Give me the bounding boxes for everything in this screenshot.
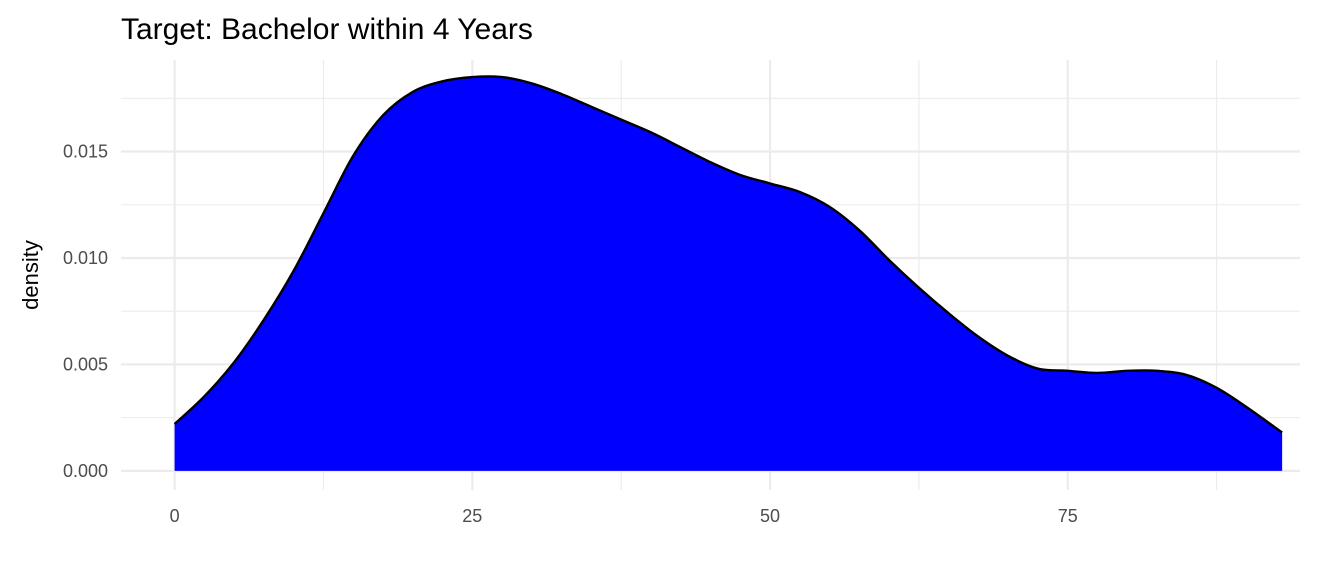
- x-tick-label: 75: [1058, 506, 1078, 526]
- x-axis-tick-labels: 0 25 50 75: [170, 506, 1078, 526]
- density-area: [174, 76, 1283, 471]
- x-tick-label: 50: [760, 506, 780, 526]
- y-tick-label: 0.005: [63, 354, 108, 374]
- x-tick-label: 25: [462, 506, 482, 526]
- y-tick-label: 0.000: [63, 461, 108, 481]
- y-tick-label: 0.010: [63, 248, 108, 268]
- y-tick-label: 0.015: [63, 142, 108, 162]
- y-axis-label: density: [18, 240, 43, 310]
- x-tick-label: 0: [170, 506, 180, 526]
- density-curve: [173, 75, 1283, 434]
- y-axis-tick-labels: 0.000 0.005 0.010 0.015: [63, 142, 108, 481]
- chart-title: Target: Bachelor within 4 Years: [121, 13, 533, 46]
